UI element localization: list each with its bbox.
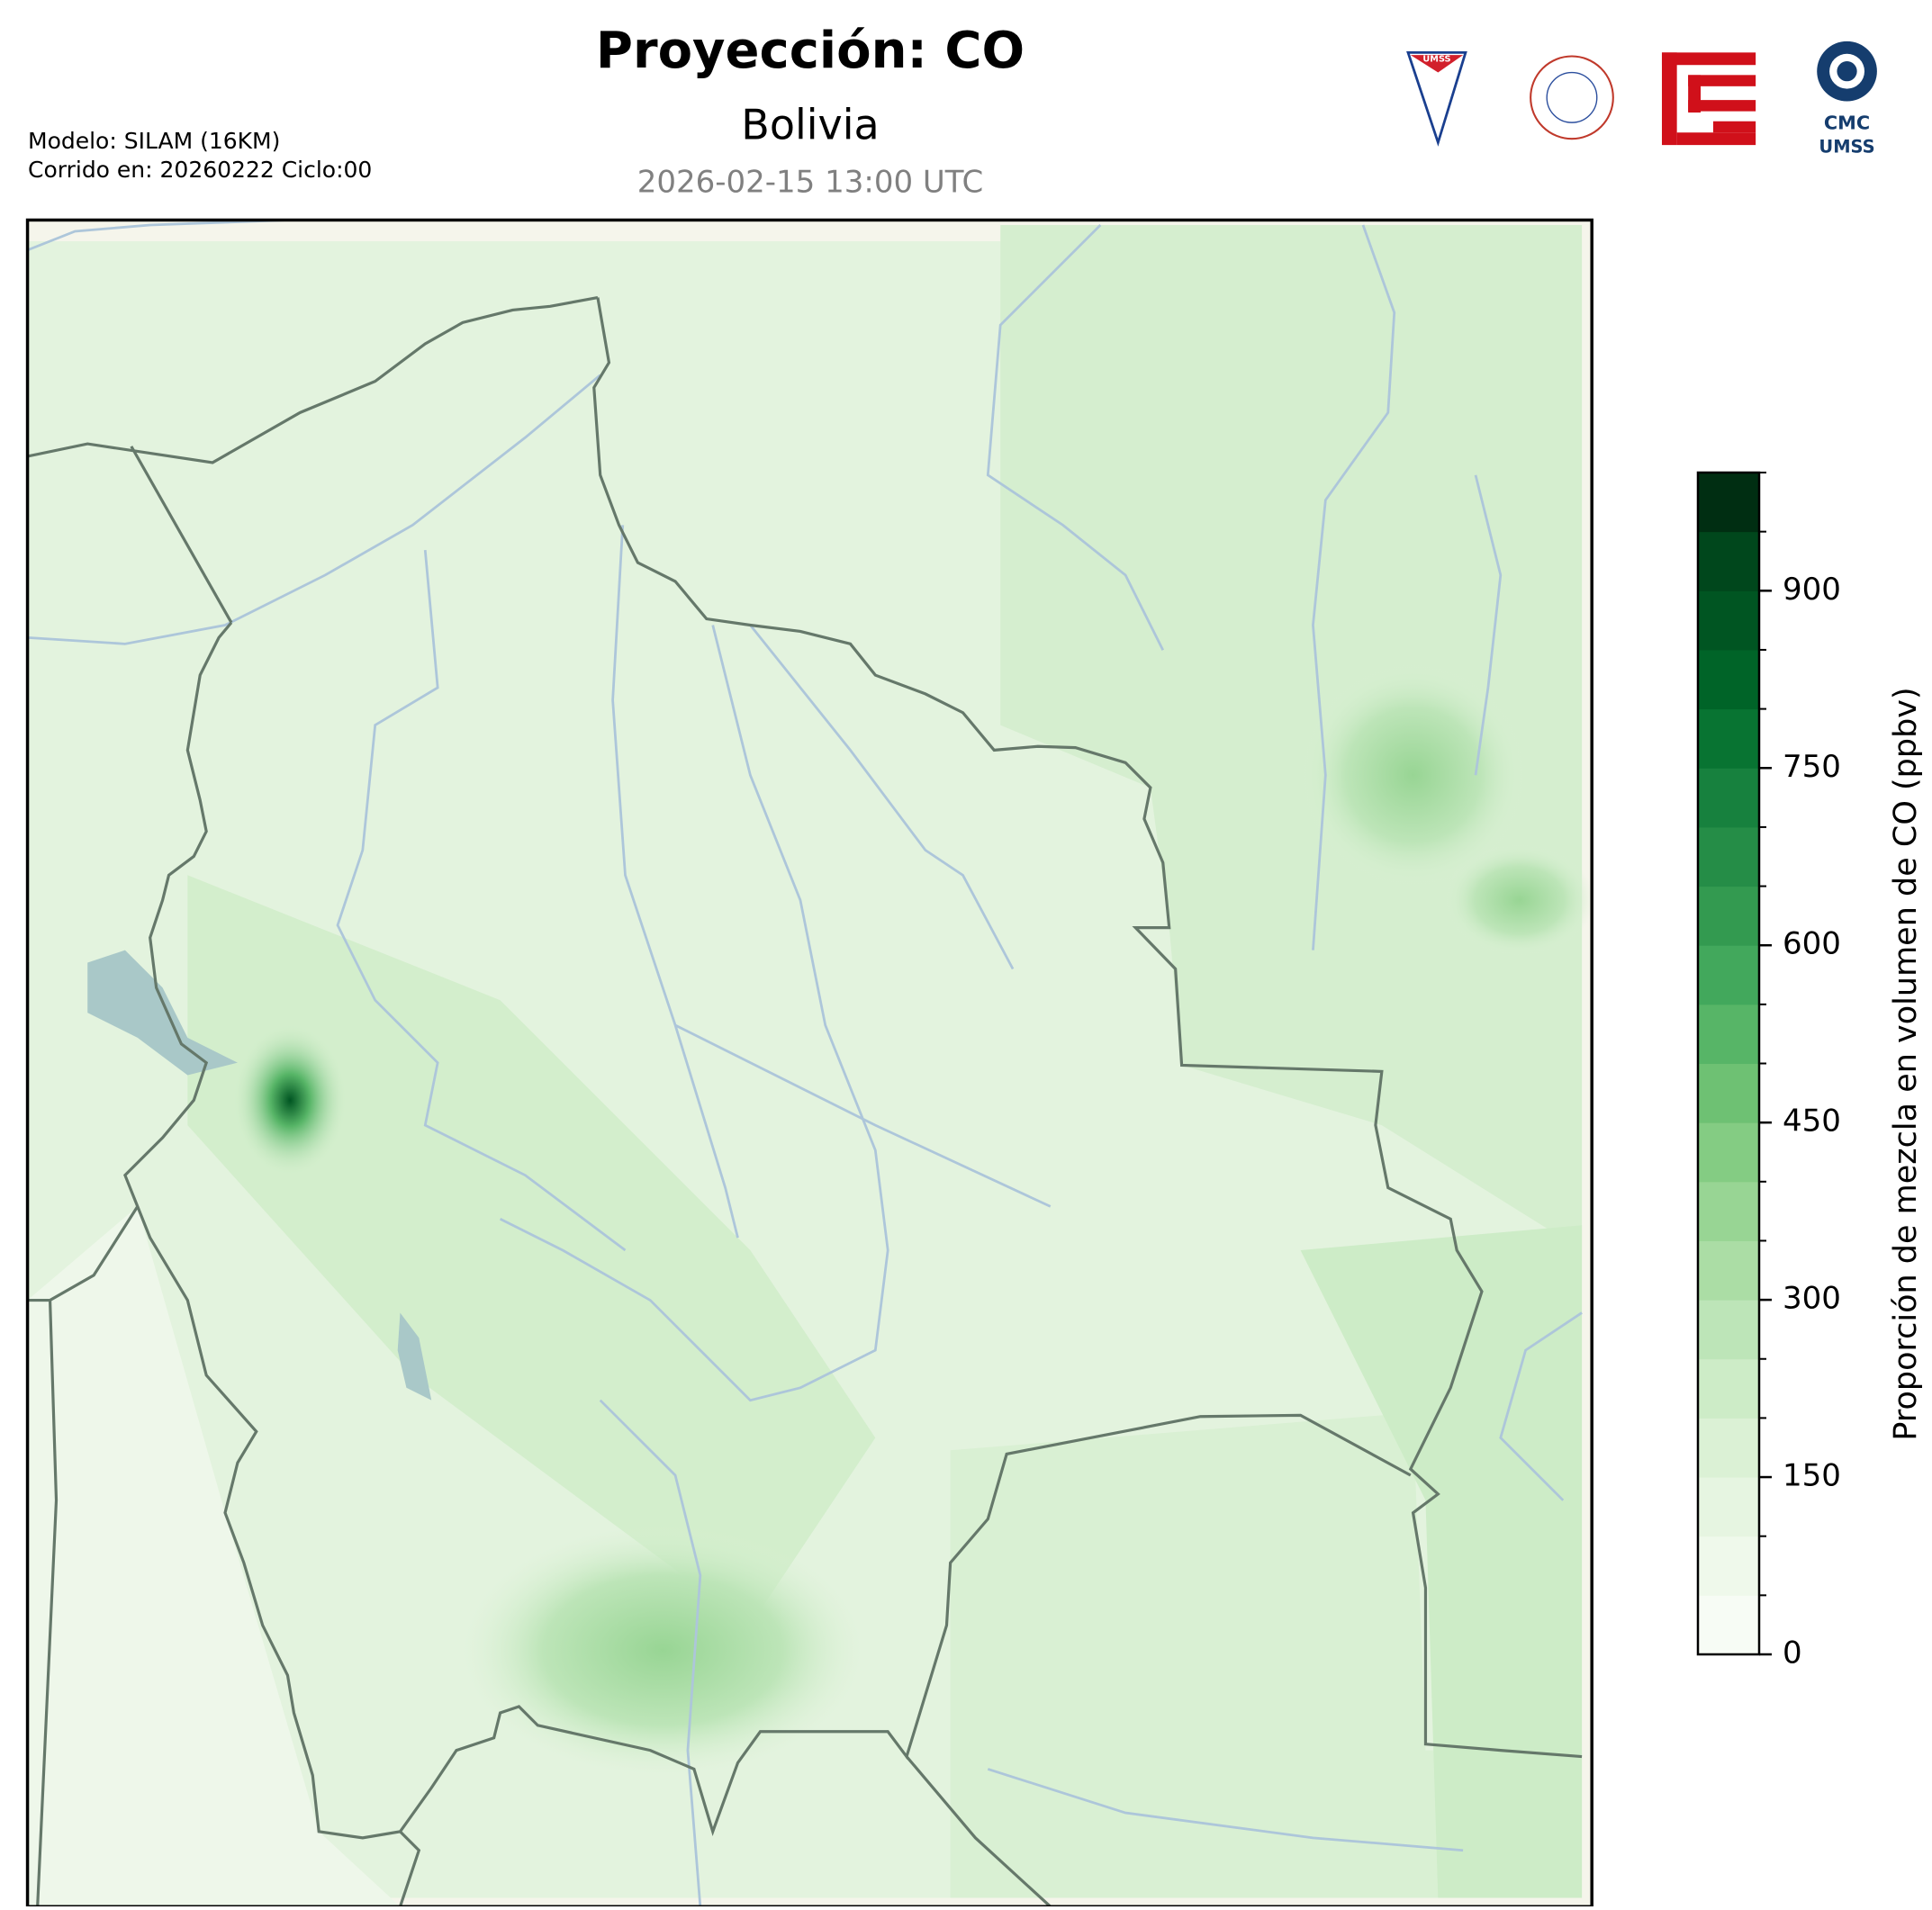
colorbar: 0 150 300 450 600 750 900	[1696, 471, 1841, 1671]
tick-label: 300	[1783, 1281, 1841, 1317]
physics-logo	[1530, 55, 1614, 140]
color-level	[1698, 1181, 1759, 1241]
subtitle: Bolivia	[741, 101, 879, 149]
red-logo	[1661, 52, 1756, 146]
color-level	[1698, 473, 1759, 533]
logos: UMSS CMC UMSS	[1406, 41, 1877, 157]
run-info: Corrido en: 20260222 Ciclo:00	[28, 157, 372, 183]
color-level	[1698, 1004, 1759, 1064]
borders	[27, 296, 1583, 1907]
color-level	[1698, 1122, 1759, 1183]
rivers	[27, 220, 1583, 1907]
umss-text: UMSS	[1422, 54, 1450, 64]
colorbar-label: Proporción de mezcla en volumen de CO (p…	[1888, 687, 1924, 1440]
color-level	[1698, 1477, 1759, 1537]
title: Proyección: CO	[596, 22, 1025, 80]
color-level	[1698, 531, 1759, 591]
color-level	[1698, 1358, 1759, 1419]
tick-label: 750	[1783, 749, 1841, 785]
color-level	[1698, 708, 1759, 769]
tick-label: 0	[1783, 1635, 1802, 1671]
color-level	[1698, 1240, 1759, 1301]
color-level	[1698, 590, 1759, 651]
color-level	[1698, 1418, 1759, 1478]
color-level	[1698, 649, 1759, 710]
map	[25, 218, 1593, 1908]
color-level	[1698, 1063, 1759, 1123]
tick-label: 150	[1783, 1458, 1841, 1494]
tick-label: 450	[1783, 1104, 1841, 1140]
color-level	[1698, 1595, 1759, 1655]
color-level	[1698, 1536, 1759, 1596]
color-level	[1698, 1300, 1759, 1360]
cmc-sub-text: UMSS	[1819, 136, 1874, 157]
color-level	[1698, 945, 1759, 1005]
colorbar-frame	[1696, 471, 1761, 1656]
umss-logo	[1406, 50, 1467, 147]
color-level	[1698, 826, 1759, 887]
model-info: Modelo: SILAM (16KM)	[28, 128, 280, 154]
tick-label: 600	[1783, 926, 1841, 962]
date: 2026-02-15 13:00 UTC	[637, 165, 984, 201]
cmc-text: CMC	[1824, 113, 1870, 134]
color-level	[1698, 768, 1759, 828]
tick-label: 900	[1783, 572, 1841, 608]
color-level	[1698, 886, 1759, 946]
